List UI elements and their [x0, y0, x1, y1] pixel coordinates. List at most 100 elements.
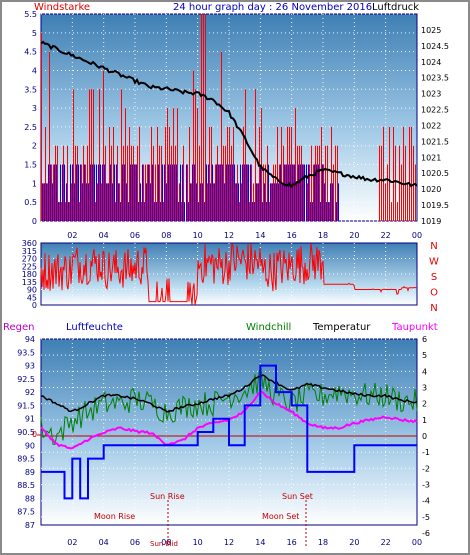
humidity-y-tick-label: 89: [25, 468, 35, 477]
humidity-y-tick-label: 92: [25, 388, 35, 397]
temperature-y-tick-label: -2: [422, 464, 430, 473]
temp-x-tick-label: 20: [349, 538, 359, 547]
temperature-y-tick-label: 2: [422, 400, 427, 409]
humidity-y-tick-label: 91.5: [17, 401, 35, 410]
humidity-line: [41, 364, 417, 500]
direction-y-tick-label: 315: [22, 247, 37, 256]
direction-line: [40, 243, 417, 305]
wind-x-tick-label: 06: [130, 231, 140, 240]
wind-x-tick-label: 08: [161, 231, 171, 240]
wind-y-tick-label: 4: [32, 66, 37, 75]
chart-title: 24 hour graph day : 26 November 2016: [173, 2, 372, 13]
wind-y-tick-label: 0: [32, 217, 37, 226]
humidity-y-tick-label: 87.5: [17, 508, 35, 517]
pressure-y-tick-label: 1021.5: [421, 137, 449, 146]
pressure-y-tick-label: 1019.5: [421, 201, 449, 210]
temp-x-tick-label: 22: [381, 538, 391, 547]
wind-y-tick-label: 3: [32, 104, 37, 113]
temperature-y-tick-label: -4: [422, 497, 430, 506]
humidity-y-tick-label: 88: [25, 494, 35, 503]
compass-letter: W: [429, 257, 439, 268]
temp-x-tick-label: 08: [161, 538, 171, 547]
direction-y-tick-label: 0: [32, 301, 37, 310]
compass-letter: O: [430, 288, 438, 299]
pressure-y-tick-label: 1022.5: [421, 106, 449, 115]
gust-series: [41, 14, 416, 221]
rain-zero-label: 0: [32, 430, 37, 439]
compass-letter: N: [430, 241, 437, 252]
wind-y-tick-label: 1.5: [24, 161, 37, 170]
sun-set-label: Sun Set: [282, 492, 313, 501]
pressure-y-tick-label: 1020.5: [421, 169, 449, 178]
direction-y-tick-label: 360: [22, 239, 37, 248]
sun-mid-label: Sun Mid: [150, 540, 178, 548]
wind-y-tick-label: 3.5: [24, 85, 37, 94]
direction-y-tick-label: 135: [22, 278, 37, 287]
wind-y-axis-ticks: 5.5 5 4.5 4 3.5 3 2.5 2 1.5 1 0.5 0: [24, 10, 37, 226]
compass-letter: S: [431, 272, 437, 283]
humidity-y-tick-label: 94: [25, 335, 35, 344]
pressure-line: [40, 40, 418, 189]
humidity-y-axis-ticks: 94 93.5 93 92.5 92 91.5 91 90.5 90 89.5 89 88.5 88 87…: [17, 335, 35, 530]
wind-x-axis-ticks: 02 04 06 08 10 12 14 16 18 20 22 00: [67, 231, 422, 240]
temp-x-tick-label: 02: [67, 538, 77, 547]
temperature-y-tick-label: 6: [422, 335, 427, 344]
wind-y-tick-label: 2.5: [24, 123, 37, 132]
temperature-y-tick-label: -6: [422, 529, 430, 538]
temp-x-tick-label: 10: [193, 538, 203, 547]
pressure-label: Luftdruck: [372, 2, 419, 13]
direction-grid: [41, 243, 417, 305]
humidity-y-tick-label: 93.5: [17, 348, 35, 357]
temperature-y-tick-label: 5: [422, 351, 427, 360]
temperature-y-tick-label: -3: [422, 481, 430, 490]
wind-label: Windstarke: [34, 2, 90, 13]
pressure-y-tick-label: 1022: [421, 121, 441, 130]
temperature-y-tick-label: -5: [422, 513, 430, 522]
temp-x-tick-label: 14: [255, 538, 265, 547]
direction-y-tick-label: 225: [22, 262, 37, 271]
wind-y-tick-label: 5.5: [24, 10, 37, 19]
windchill-line: [40, 365, 418, 445]
pressure-y-tick-label: 1024.5: [421, 42, 449, 51]
wind-x-tick-label: 16: [287, 231, 297, 240]
wind-x-tick-label: 12: [224, 231, 234, 240]
direction-series: [40, 243, 417, 305]
pressure-y-tick-label: 1024: [421, 58, 441, 67]
wind-x-tick-label: 20: [349, 231, 359, 240]
dewpoint-label: Taupunkt: [391, 322, 438, 333]
temperature-y-tick-label: 3: [422, 384, 427, 393]
temp-x-tick-label: 12: [224, 538, 234, 547]
wind-x-tick-label: 14: [255, 231, 265, 240]
humidity-y-tick-label: 93: [25, 362, 35, 371]
pressure-y-tick-label: 1021: [421, 153, 441, 162]
rain-label: Regen: [3, 322, 35, 333]
temperature-y-tick-label: -1: [422, 448, 430, 457]
wind-x-tick-label: 10: [193, 231, 203, 240]
direction-y-tick-label: 45: [27, 293, 37, 302]
temperature-label: Temperatur: [312, 322, 371, 333]
humidity-y-tick-label: 91: [25, 415, 35, 424]
temperature-y-tick-label: 1: [422, 416, 427, 425]
humidity-y-tick-label: 90: [25, 441, 35, 450]
wind-y-tick-label: 4.5: [24, 48, 37, 57]
wind-y-tick-label: 1: [32, 179, 37, 188]
temp-x-axis-ticks: 02 04 06 08 10 12 14 16 18 20 22 00: [67, 538, 422, 547]
temp-x-tick-label: 06: [130, 538, 140, 547]
pressure-y-axis-ticks: 1025 1024.5 1024 1023.5 1023 1022.5 1022 1021.5…: [421, 26, 449, 226]
pressure-y-tick-label: 1020: [421, 185, 441, 194]
wind-x-tick-label: 18: [318, 231, 328, 240]
temp-x-tick-label: 04: [99, 538, 109, 547]
pressure-y-tick-label: 1023: [421, 90, 441, 99]
direction-y-tick-label: 90: [27, 286, 37, 295]
moon-set-label: Moon Set: [262, 512, 299, 521]
direction-y-tick-label: 180: [22, 270, 37, 279]
temp-x-tick-label: 16: [287, 538, 297, 547]
humidity-y-tick-label: 90.5: [17, 428, 35, 437]
pressure-y-tick-label: 1019: [421, 217, 441, 226]
wind-y-tick-label: 2: [32, 142, 37, 151]
wind-x-tick-label: 22: [381, 231, 391, 240]
